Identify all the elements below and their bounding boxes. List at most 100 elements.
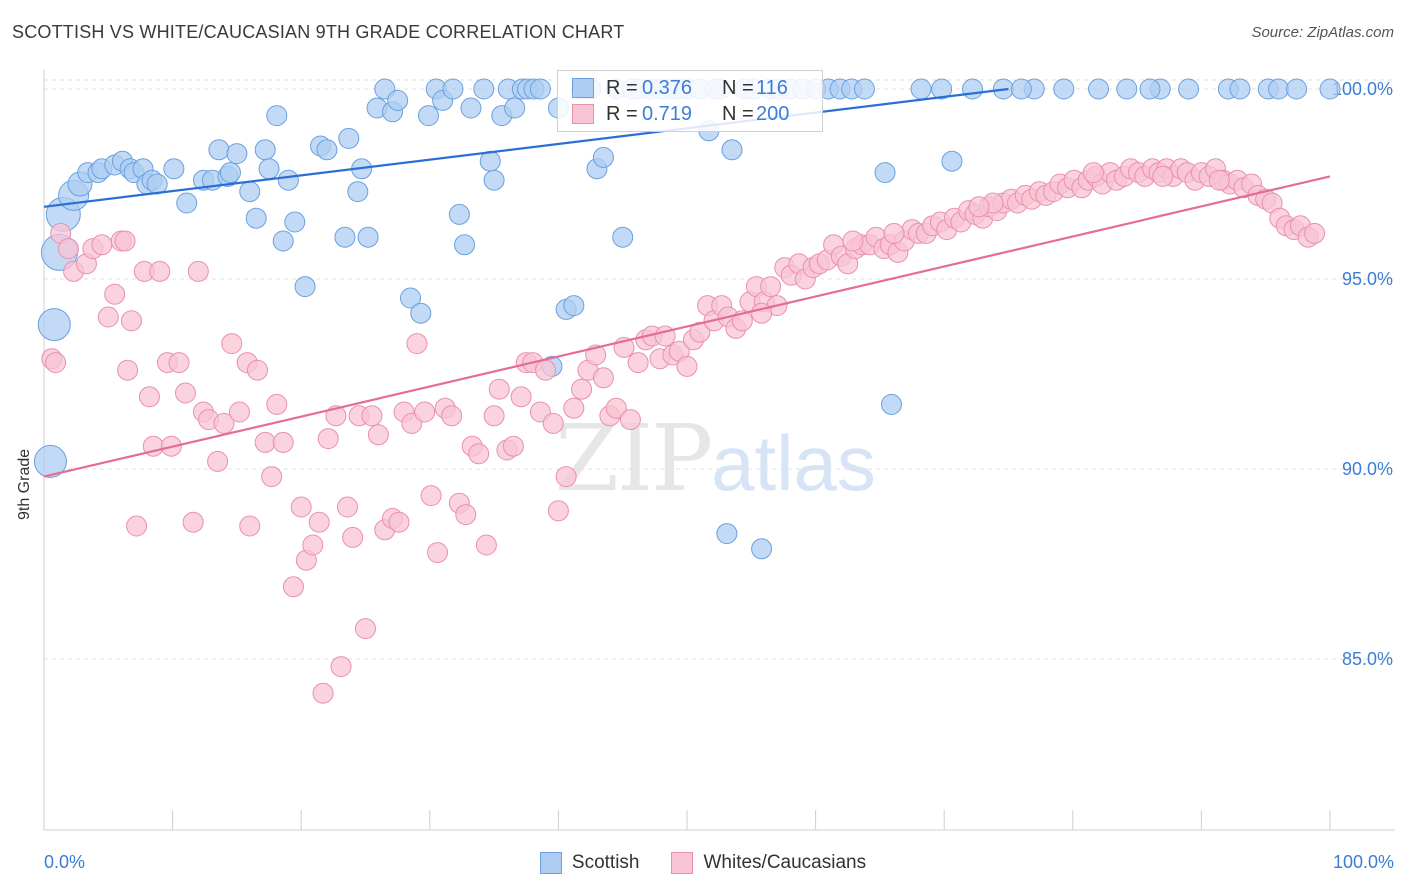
scottish-point — [266, 105, 288, 127]
n-label: N = — [722, 102, 754, 125]
scottish-point — [1178, 78, 1200, 100]
whites-point — [502, 435, 524, 457]
whites-point — [619, 409, 641, 431]
whites-point — [342, 526, 364, 548]
scottish-point — [208, 139, 230, 161]
whites-point — [174, 382, 196, 404]
scottish-point — [410, 302, 432, 324]
whites-point — [45, 352, 67, 374]
whites-point — [883, 222, 905, 244]
scottish-point — [1268, 78, 1290, 100]
whites-point — [563, 397, 585, 419]
whites-point — [1208, 169, 1230, 191]
whites-point — [114, 230, 136, 252]
whites-point — [547, 500, 569, 522]
r-label: R = — [606, 102, 638, 125]
source-label: Source: ZipAtlas.com — [1251, 24, 1394, 41]
scottish-point — [1229, 78, 1251, 100]
scottish-point — [721, 139, 743, 161]
whites-point — [282, 576, 304, 598]
whites-point — [221, 333, 243, 355]
whites-point — [261, 466, 283, 488]
whites-point — [330, 656, 352, 678]
n-value: 116 — [756, 76, 788, 99]
scottish-point — [258, 158, 280, 180]
legend-label: Whites/Caucasians — [703, 852, 867, 873]
r-value: 0.376 — [642, 76, 693, 99]
whites-point — [968, 196, 990, 218]
whites-point — [336, 496, 358, 518]
scottish-point — [612, 226, 634, 248]
whites-point — [317, 428, 339, 450]
whites-point — [97, 306, 119, 328]
whites-point — [510, 386, 532, 408]
whites-point — [302, 534, 324, 556]
whites-point — [1152, 165, 1174, 187]
whites-point — [571, 378, 593, 400]
whites-point — [213, 412, 235, 434]
stats-legend-row-whites: R = 0.719 N = 200 — [572, 102, 789, 126]
scottish-point — [254, 139, 276, 161]
scottish-point — [880, 393, 902, 415]
whites-point — [535, 359, 557, 381]
whites-point — [91, 234, 113, 256]
whites-point — [676, 355, 698, 377]
whites-point — [207, 450, 229, 472]
whites-point — [367, 424, 389, 446]
scottish-point — [853, 78, 875, 100]
whites-point — [427, 542, 449, 564]
scottish-point — [483, 169, 505, 191]
n-value: 200 — [756, 102, 790, 125]
whites-point — [117, 359, 139, 381]
legend-item-scottish[interactable]: Scottish — [539, 852, 640, 874]
series-legend: Scottish Whites/Caucasians — [0, 852, 1406, 874]
scottish-swatch — [572, 78, 594, 98]
scottish-point — [751, 538, 773, 560]
whites-point — [592, 367, 614, 389]
whites-point — [751, 302, 773, 324]
scottish-point — [400, 287, 422, 309]
scottish-point — [448, 203, 470, 225]
scottish-point — [387, 89, 409, 111]
scottish-point — [1286, 78, 1308, 100]
whites-point — [441, 405, 463, 427]
chart-title: SCOTTISH VS WHITE/CAUCASIAN 9TH GRADE CO… — [12, 22, 625, 42]
legend-label: Scottish — [571, 852, 640, 873]
scottish-point — [1319, 78, 1341, 100]
scottish-point — [146, 173, 168, 195]
scottish-point — [334, 226, 356, 248]
scottish-swatch — [539, 852, 562, 874]
whites-point — [414, 401, 436, 423]
scottish-point — [277, 169, 299, 191]
whites-point — [388, 511, 410, 533]
whites-point — [488, 378, 510, 400]
whites-trend-line — [43, 175, 1331, 478]
legend-item-whites[interactable]: Whites/Caucasians — [671, 852, 866, 874]
whites-point — [182, 511, 204, 533]
whites-point — [475, 534, 497, 556]
whites-point — [842, 230, 864, 252]
scottish-point — [460, 97, 482, 119]
whites-swatch — [671, 852, 694, 874]
whites-point — [361, 405, 383, 427]
scottish-point — [338, 127, 360, 149]
whites-point — [455, 504, 477, 526]
watermark-atlas: atlas — [711, 419, 876, 507]
y-tick-label: 95.0% — [1342, 269, 1393, 289]
whites-point — [104, 283, 126, 305]
whites-point — [126, 515, 148, 537]
whites-point — [239, 515, 261, 537]
scottish-point — [529, 78, 551, 100]
y-tick-label: 85.0% — [1342, 649, 1393, 669]
scottish-point — [347, 181, 369, 203]
y-tick-label: 90.0% — [1342, 459, 1393, 479]
whites-point — [555, 466, 577, 488]
whites-point — [187, 260, 209, 282]
scottish-point — [245, 207, 267, 229]
scottish-point — [1116, 78, 1138, 100]
scottish-point — [1053, 78, 1075, 100]
y-axis-label: 9th Grade — [16, 448, 33, 520]
stats-legend: R = 0.376 N = 116 R = 0.719 N = 200 — [557, 70, 823, 132]
x-tick-label-min: 0.0% — [44, 852, 86, 872]
scottish-point — [473, 78, 495, 100]
